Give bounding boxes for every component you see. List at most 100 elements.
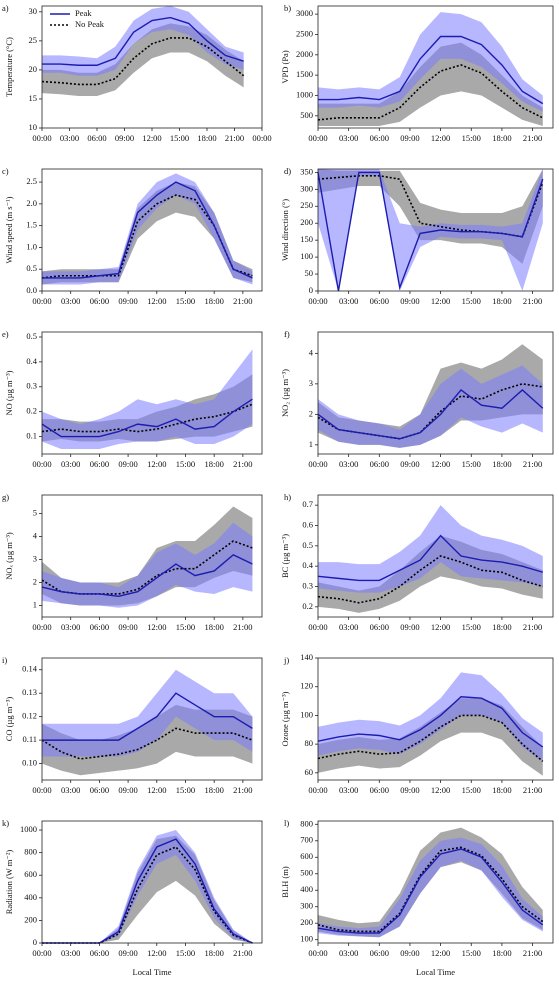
x-tick-label: 12:00 [431,785,450,795]
plot-frame [41,657,263,781]
range-band [318,169,543,291]
x-tick-label: 09:00 [118,622,137,632]
y-tick-label: 800 [300,818,313,828]
x-tick-label: 03:00 [339,948,358,958]
x-tick-label: 09:00 [400,459,419,469]
x-tick-label: 12:00 [431,133,450,143]
x-tick-label: 03:00 [339,296,358,306]
y-tick-label: 500 [300,868,313,878]
x-tick-label: 21:00 [523,296,542,306]
x-tick-label: 21:00 [233,948,252,958]
y-tick-label: 350 [300,166,313,176]
y-tick-label: 0.3 [302,580,313,590]
series-line [317,171,544,292]
x-tick-label: 21:00 [233,785,252,795]
x-tick-label: 03:00 [339,622,358,632]
y-tick-label: 100 [300,934,313,944]
x-tick-label: 06:00 [370,133,389,143]
x-tick-label: 00:00 [32,133,51,143]
x-tick-label: 21:00 [523,785,542,795]
y-tick-label: 60 [305,767,314,777]
x-tick-label: 09:00 [118,459,137,469]
y-tick-label: 1.5 [26,220,37,230]
y-tick-label: 500 [300,110,313,120]
x-tick-label: 00:00 [32,296,51,306]
y-tick-label: 0.3 [26,381,37,391]
x-tick-label: 21:00 [523,622,542,632]
y-tick-label: 2500 [296,28,313,38]
series-line [317,846,544,933]
range-band [42,835,253,943]
x-tick-label: 12:00 [147,622,166,632]
y-tick-label: 120 [300,681,313,691]
y-tick-label: 200 [300,217,313,227]
x-tick-label: 18:00 [492,133,511,143]
plot-frame [41,494,263,618]
y-axis-label: BLH (m) [280,866,290,898]
series-line [42,692,253,741]
series-line [317,714,544,762]
y-tick-label: 3000 [296,8,313,18]
series-line [317,696,544,748]
panel-label: h) [284,492,291,502]
x-tick-label: 03:00 [61,459,80,469]
range-band [42,349,253,450]
x-tick-label: 18:00 [204,785,223,795]
range-band [318,344,543,448]
y-tick-label: 300 [300,183,313,193]
x-tick-label: 06:00 [90,296,109,306]
x-tick-label: 00:00 [308,948,327,958]
x-tick-label: 15:00 [462,133,481,143]
y-tick-label: 1 [309,439,313,449]
y-axis-label: NO (µg m⁻³) [4,370,14,415]
y-axis-label: CO (µg m⁻³) [4,697,14,742]
x-tick-label: 09:00 [400,622,419,632]
x-tick-label: 12:00 [147,459,166,469]
x-tick-label: 09:00 [118,296,137,306]
x-tick-label: 12:00 [147,948,166,958]
y-tick-label: 0.0 [26,285,37,295]
legend-label: No Peak [75,19,105,29]
panel-label: e) [2,329,9,339]
x-tick-label: 18:00 [492,948,511,958]
x-tick-label: 12:00 [431,622,450,632]
x-tick-label: 21:00 [225,133,244,143]
y-tick-label: 15 [29,93,38,103]
x-tick-label: 18:00 [197,133,216,143]
y-tick-label: 2000 [296,49,313,59]
series-line [41,398,253,438]
x-tick-label: 06:00 [90,622,109,632]
y-tick-label: 0.10 [22,758,37,768]
x-tick-label: 00:00 [308,133,327,143]
y-tick-label: 50 [305,268,314,278]
x-tick-label: 00:00 [32,622,51,632]
y-tick-label: 400 [24,892,37,902]
panel-label: k) [2,818,9,828]
x-tick-label: 12:00 [147,296,166,306]
x-tick-label: 18:00 [492,296,511,306]
x-tick-label: 06:00 [370,459,389,469]
series-line [41,37,245,86]
plot-frame [41,168,263,292]
y-tick-label: 0 [33,937,37,947]
y-tick-label: 0.2 [26,406,37,416]
y-tick-label: 1000 [20,824,37,834]
series-line [41,403,253,433]
range-band [42,522,253,608]
range-band [318,365,543,448]
x-tick-label: 09:00 [118,785,137,795]
y-tick-label: 25 [29,35,38,45]
x-tick-label: 15:00 [462,785,481,795]
x-tick-label: 03:00 [339,133,358,143]
x-tick-label: 06:00 [90,785,109,795]
range-band [42,173,253,285]
legend-label: Peak [75,8,92,18]
y-tick-label: 100 [300,709,313,719]
series-line [42,16,244,66]
y-tick-label: 700 [300,835,313,845]
x-tick-label: 00:00 [308,459,327,469]
x-tick-label: 00:00 [308,622,327,632]
series-line [41,554,253,597]
y-tick-label: 5 [33,507,37,517]
